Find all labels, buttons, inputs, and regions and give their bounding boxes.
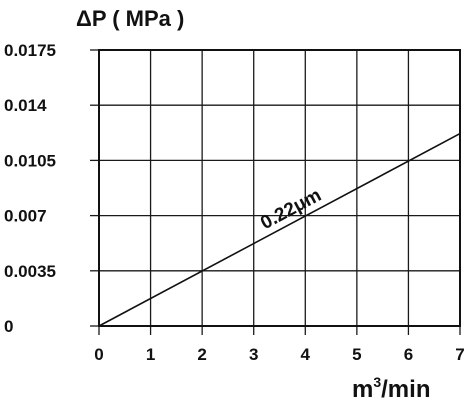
y-tick-label: 0.0175 [4,41,56,60]
y-tick-label: 0 [4,317,13,336]
x-axis-title-superscript: 3 [373,374,381,390]
x-tick-labels: 0 1 2 3 4 5 6 7 [94,345,464,364]
y-axis-title: ΔP ( MPa ) [76,6,184,31]
x-tick-label: 5 [352,345,361,364]
y-tick-label: 0.014 [4,96,47,115]
x-axis-title-rest: /min [381,376,430,403]
y-tick-label: 0.007 [4,207,47,226]
x-tick-label: 4 [301,345,311,364]
x-tick-label: 1 [146,345,155,364]
series-line [98,132,461,327]
x-axis-title: m3/min [352,374,430,403]
x-tick-label: 0 [94,345,103,364]
y-tick-labels: 0 0.0035 0.007 0.0105 0.014 0.0175 [4,41,56,336]
x-tick-label: 3 [249,345,258,364]
x-axis-title-base: m [352,376,373,403]
y-tick-label: 0.0035 [4,262,56,281]
x-tick-label: 2 [197,345,206,364]
x-tick-label: 7 [455,345,464,364]
series-label: 0.22μm [257,185,325,234]
plot-frame [98,49,461,327]
grid [90,49,461,335]
y-tick-label: 0.0105 [4,151,56,170]
series-lines: 0.22μm [98,132,461,327]
x-tick-label: 6 [404,345,413,364]
